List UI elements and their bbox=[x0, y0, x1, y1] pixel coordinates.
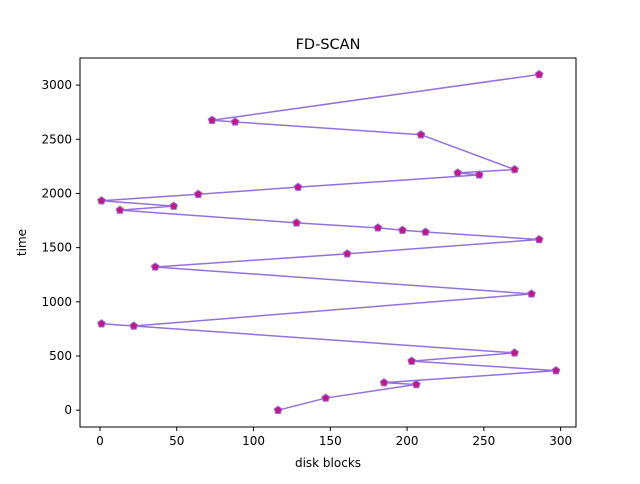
data-point-marker bbox=[474, 170, 484, 179]
data-point-marker bbox=[373, 223, 383, 232]
x-tick-label: 100 bbox=[242, 434, 265, 448]
data-point-marker bbox=[169, 201, 179, 210]
data-point-marker bbox=[273, 405, 283, 414]
data-point-marker bbox=[115, 205, 125, 214]
data-point-marker bbox=[321, 393, 331, 402]
y-tick-label: 0 bbox=[64, 403, 72, 417]
data-point-marker bbox=[527, 289, 536, 298]
data-point-marker bbox=[534, 69, 544, 79]
data-point-marker bbox=[534, 234, 544, 244]
data-point-marker bbox=[97, 319, 106, 328]
chart-title: FD-SCAN bbox=[296, 37, 361, 53]
data-point-marker bbox=[510, 348, 519, 357]
data-point-marker bbox=[129, 321, 139, 330]
data-point-marker bbox=[230, 117, 240, 126]
data-point-marker bbox=[292, 218, 301, 227]
x-tick-label: 250 bbox=[472, 434, 495, 448]
y-tick-label: 2000 bbox=[41, 186, 72, 200]
data-point-marker bbox=[193, 189, 203, 198]
data-point-marker bbox=[411, 379, 421, 389]
data-point-marker bbox=[379, 378, 389, 387]
y-tick-label: 2500 bbox=[41, 132, 72, 146]
data-point-marker bbox=[97, 196, 106, 205]
x-tick-label: 300 bbox=[549, 434, 572, 448]
y-tick-label: 500 bbox=[49, 349, 72, 363]
data-point-marker bbox=[453, 168, 463, 177]
plot-layer bbox=[97, 69, 561, 414]
x-tick-label: 150 bbox=[319, 434, 342, 448]
data-point-marker bbox=[416, 130, 426, 139]
y-tick-label: 1000 bbox=[41, 295, 72, 309]
y-axis-label: time bbox=[15, 229, 29, 256]
x-tick-label: 50 bbox=[169, 434, 184, 448]
x-tick-label: 0 bbox=[96, 434, 104, 448]
data-point-marker bbox=[207, 115, 217, 124]
y-axis-ticks: 0 500 1000 1500 2000 2500 3000 bbox=[41, 78, 80, 417]
data-point-marker bbox=[398, 225, 407, 234]
data-point-marker bbox=[150, 262, 160, 271]
y-tick-label: 1500 bbox=[41, 241, 72, 255]
data-point-marker bbox=[407, 356, 417, 365]
data-point-marker bbox=[342, 249, 352, 258]
data-point-marker bbox=[421, 227, 430, 236]
axes-frame bbox=[79, 57, 577, 428]
x-axis-ticks: 0 50 100 150 200 250 300 bbox=[96, 427, 572, 448]
data-point-marker bbox=[551, 366, 561, 375]
y-tick-label: 3000 bbox=[41, 78, 72, 92]
x-axis-label: disk blocks bbox=[295, 456, 361, 470]
x-tick-label: 200 bbox=[396, 434, 419, 448]
data-point-marker bbox=[510, 164, 519, 174]
data-point-marker bbox=[293, 182, 303, 191]
